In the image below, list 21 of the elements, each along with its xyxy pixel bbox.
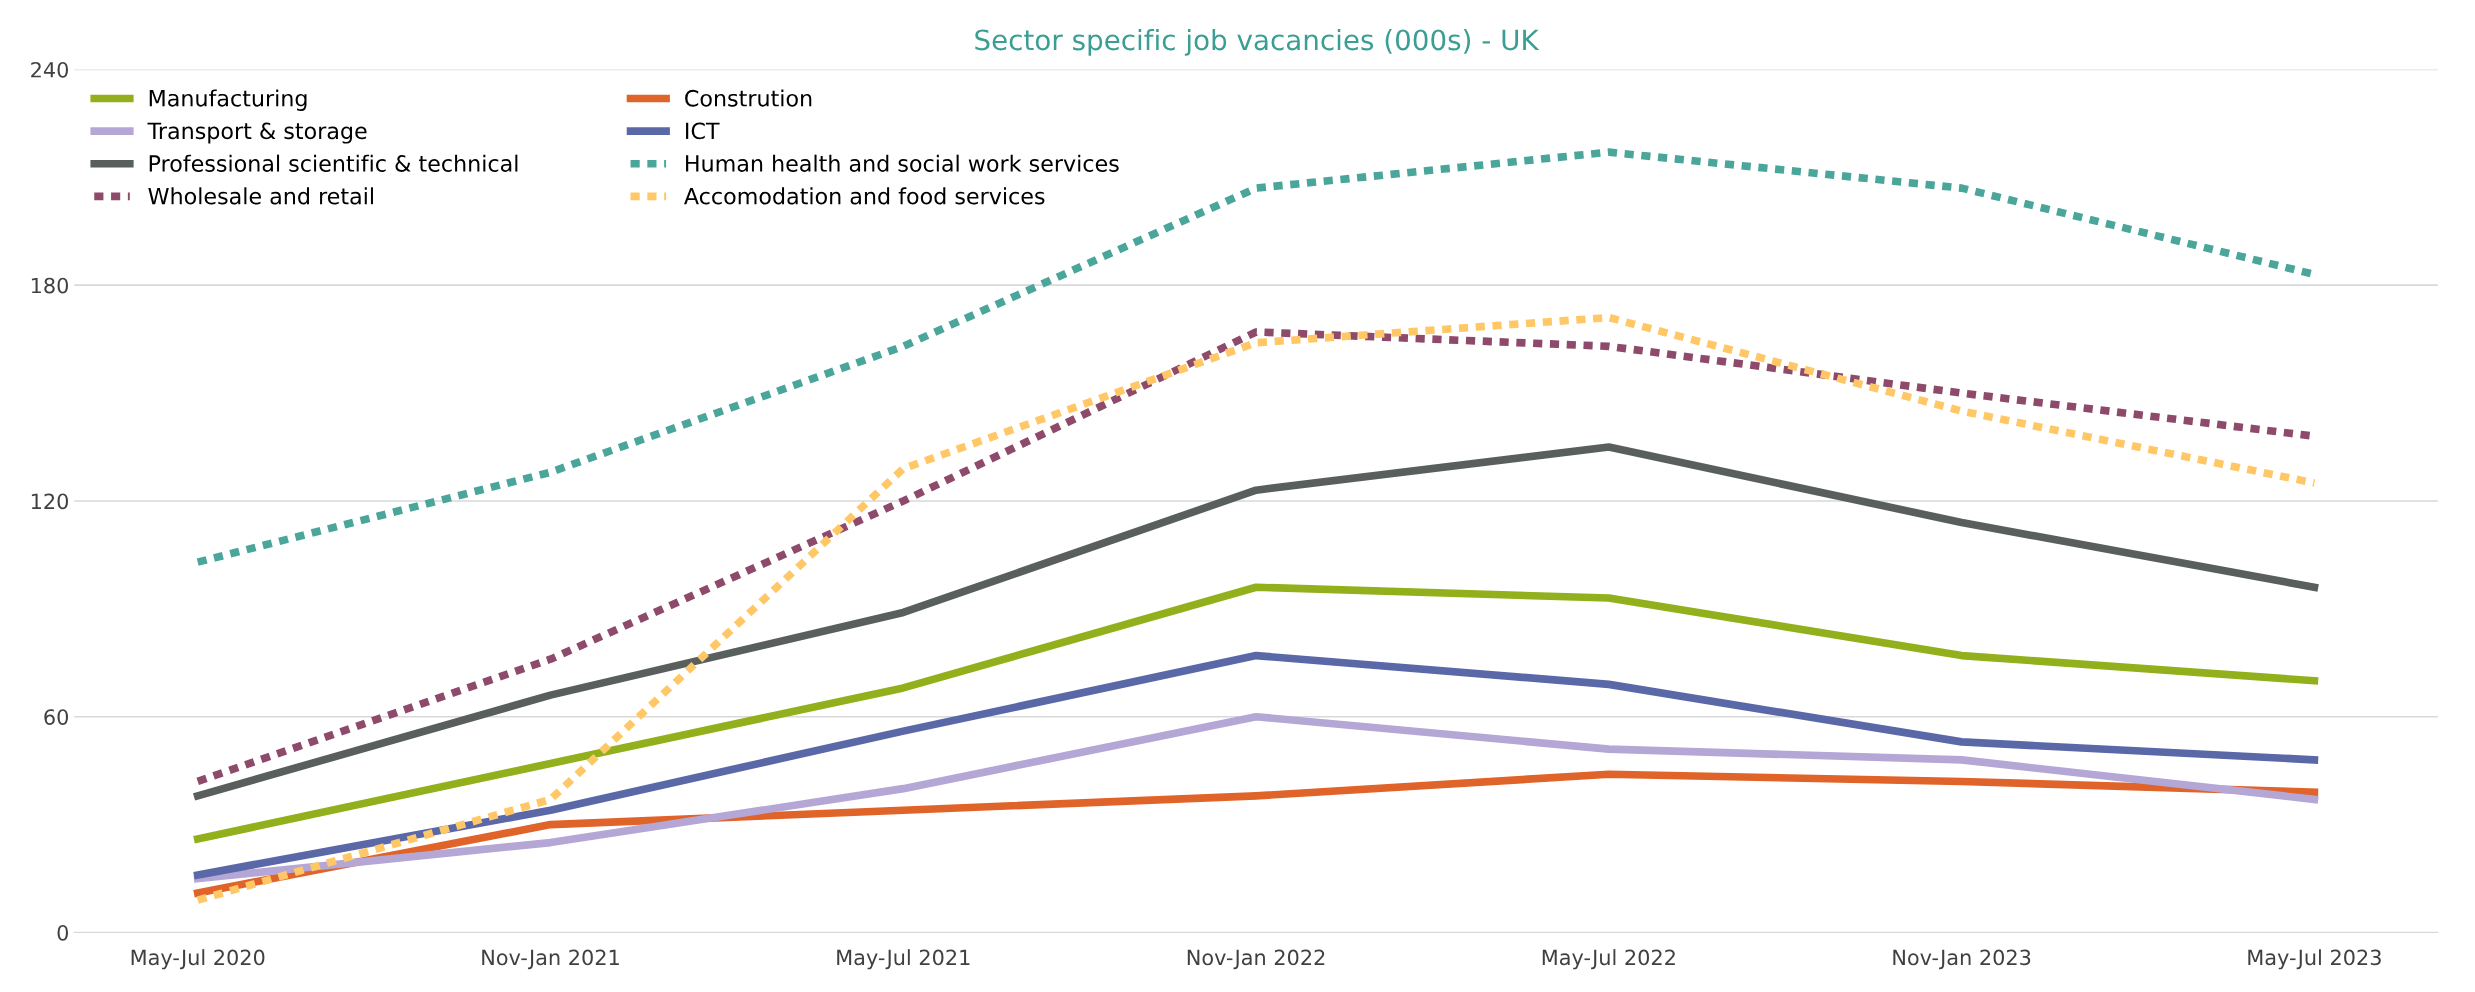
y-tick-label: 240 bbox=[31, 61, 68, 78]
legend-label: Human health and social work services bbox=[686, 154, 1119, 172]
legend-label: Constrution bbox=[685, 89, 812, 107]
x-tick-label: Nov-Jan 2022 bbox=[1187, 949, 1325, 970]
legend-label: Manufacturing bbox=[149, 89, 307, 111]
legend-label: Professional scientific & technical bbox=[149, 154, 518, 172]
legend-label: Wholesale and retail bbox=[148, 187, 373, 205]
legend-label: Transport & storage bbox=[147, 122, 367, 144]
chart-title: Sector specific job vacancies (000s) - UK bbox=[975, 28, 1540, 56]
x-tick-label: May-Jul 2020 bbox=[131, 949, 265, 970]
x-tick-label: May-Jul 2023 bbox=[2248, 949, 2381, 970]
y-tick-label: 120 bbox=[31, 493, 68, 510]
x-tick-label: May-Jul 2021 bbox=[837, 949, 970, 970]
legend-label: Accomodation and food services bbox=[684, 187, 1045, 205]
x-tick-label: May-Jul 2022 bbox=[1542, 949, 1675, 970]
y-tick-label: 180 bbox=[31, 277, 68, 294]
x-tick-label: Nov-Jan 2021 bbox=[482, 949, 619, 970]
legend-label: ICT bbox=[686, 122, 720, 140]
x-tick-label: Nov-Jan 2023 bbox=[1893, 949, 2031, 970]
y-tick-label: 60 bbox=[44, 709, 69, 725]
y-tick-label: 0 bbox=[57, 924, 69, 941]
